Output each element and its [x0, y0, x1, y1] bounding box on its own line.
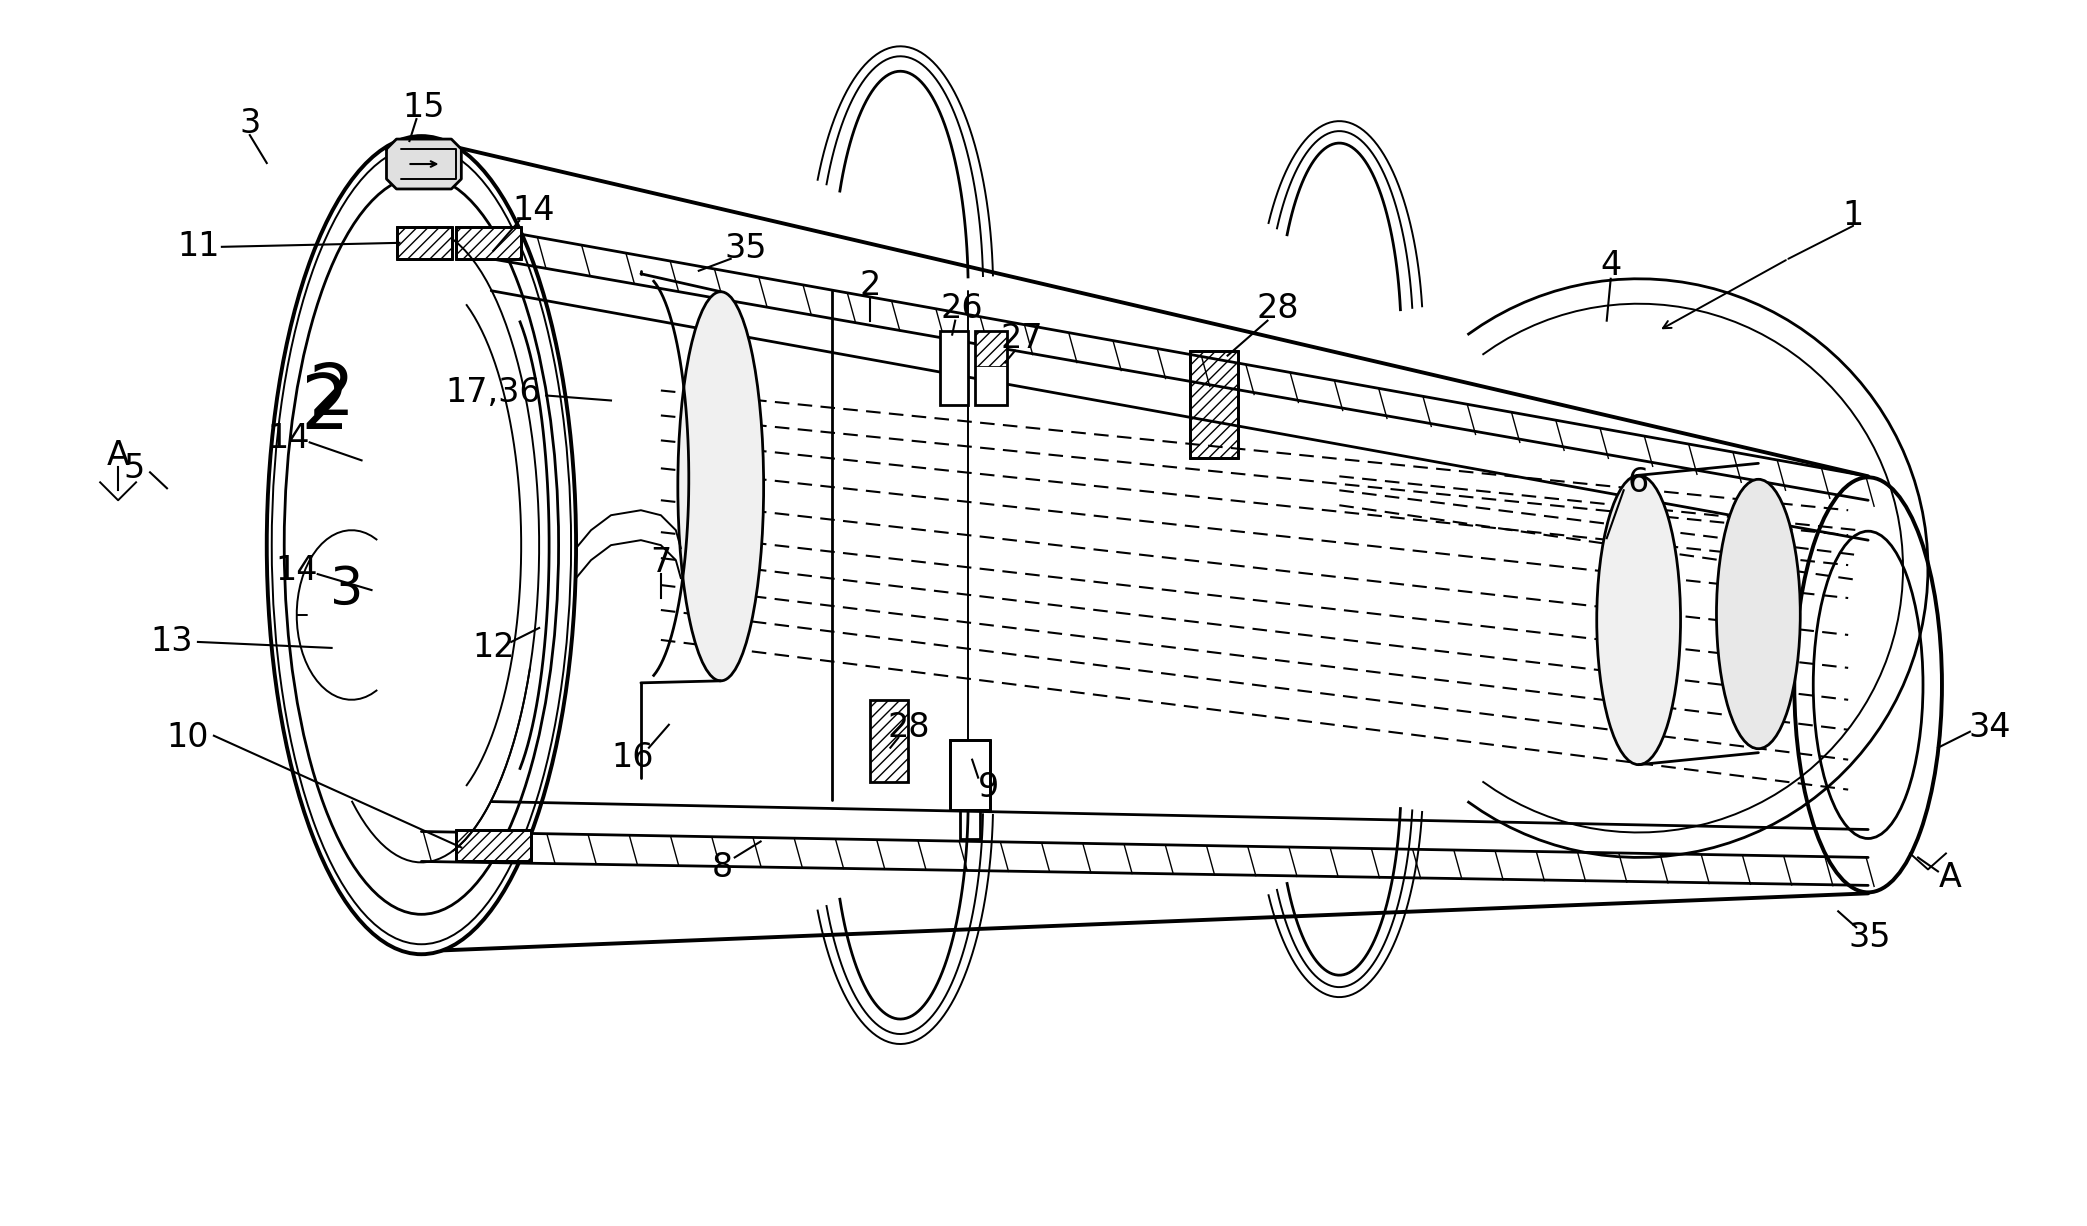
- Bar: [941, 331, 968, 406]
- Ellipse shape: [1597, 476, 1680, 765]
- Text: 7: 7: [651, 546, 672, 579]
- Text: A: A: [1939, 861, 1962, 894]
- Text: 16: 16: [611, 742, 653, 774]
- Text: A: A: [106, 439, 129, 472]
- Bar: [397, 227, 453, 259]
- Text: 26: 26: [941, 292, 983, 325]
- Text: 27: 27: [1002, 322, 1044, 356]
- Polygon shape: [386, 139, 461, 189]
- Bar: [950, 739, 989, 809]
- Text: 35: 35: [1849, 921, 1891, 954]
- Bar: [457, 830, 532, 862]
- Ellipse shape: [1716, 479, 1801, 749]
- Text: 1: 1: [1843, 200, 1864, 233]
- Text: 13: 13: [150, 625, 194, 658]
- Text: 3: 3: [240, 107, 261, 140]
- Text: 14: 14: [275, 554, 317, 586]
- Text: 6: 6: [1628, 466, 1649, 499]
- Text: 8: 8: [712, 851, 733, 884]
- Ellipse shape: [1795, 477, 1943, 893]
- Text: 17,36: 17,36: [445, 376, 541, 409]
- Text: 4: 4: [1601, 249, 1622, 282]
- Ellipse shape: [678, 292, 764, 680]
- Ellipse shape: [267, 136, 576, 954]
- Bar: [1190, 351, 1238, 459]
- Text: 2: 2: [309, 360, 355, 430]
- Text: 14: 14: [511, 195, 555, 227]
- Text: 28: 28: [887, 711, 929, 744]
- Bar: [975, 331, 1008, 406]
- Bar: [457, 227, 522, 259]
- Text: 28: 28: [1256, 292, 1298, 325]
- Bar: [870, 700, 908, 782]
- Text: 5: 5: [123, 452, 144, 484]
- Text: 2: 2: [860, 270, 881, 303]
- Text: 35: 35: [724, 232, 766, 265]
- Text: 15: 15: [403, 91, 445, 124]
- Text: 11: 11: [177, 230, 219, 264]
- Text: 34: 34: [1968, 711, 2012, 744]
- Text: 3: 3: [330, 564, 363, 615]
- Text: 9: 9: [977, 771, 1000, 804]
- Text: 14: 14: [267, 422, 311, 455]
- Text: 10: 10: [167, 721, 209, 754]
- Text: 12: 12: [472, 631, 515, 664]
- Text: 2: 2: [301, 371, 349, 445]
